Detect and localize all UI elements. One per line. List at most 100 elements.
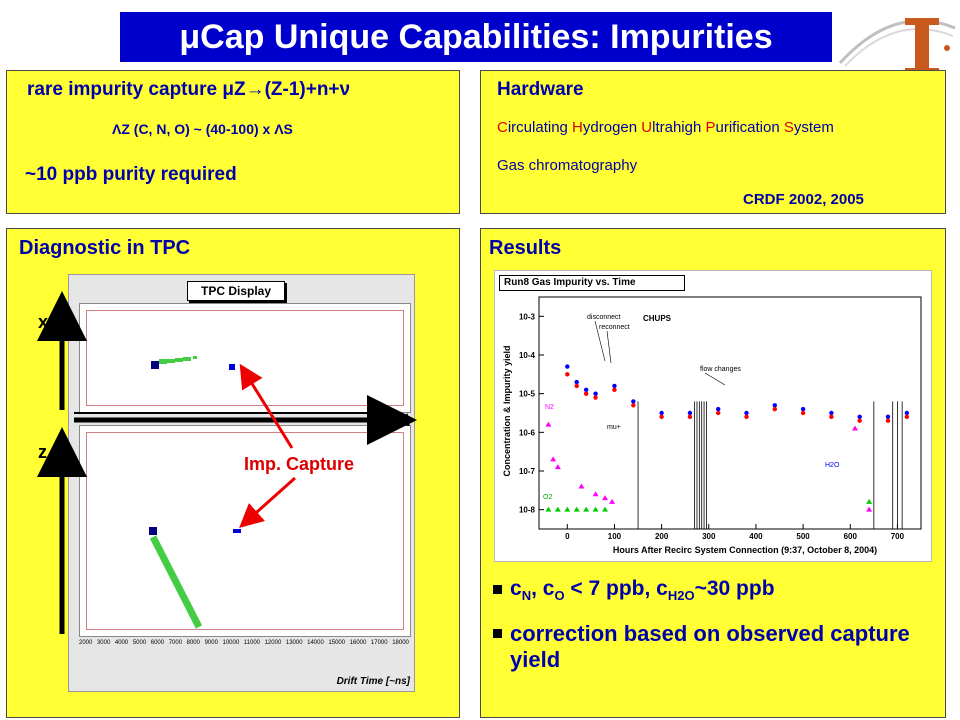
data-point bbox=[612, 387, 617, 392]
x-tick-label: 200 bbox=[655, 532, 669, 541]
annotation-disconnect: disconnect bbox=[587, 314, 621, 321]
annotation-o2: O2 bbox=[543, 494, 552, 501]
data-point bbox=[885, 418, 891, 423]
chups-rest-u: ltrahigh bbox=[652, 119, 706, 136]
data-point bbox=[829, 410, 834, 416]
data-point bbox=[631, 399, 636, 404]
x-tick-label: 600 bbox=[844, 532, 858, 541]
drift-tick: 5000 bbox=[132, 640, 147, 646]
purity-requirement: ~10 ppb purity required bbox=[25, 164, 237, 185]
data-point bbox=[565, 372, 570, 377]
y-tick-label: 10-4 bbox=[519, 351, 536, 360]
data-point-n2 bbox=[545, 421, 552, 427]
bullet-concentrations: cN, cO < 7 ppb, cH2O~30 ppb bbox=[493, 577, 775, 603]
drift-tick: 6000 bbox=[150, 640, 165, 646]
drift-tick: 13000 bbox=[285, 640, 303, 646]
data-point bbox=[574, 379, 579, 385]
h2o-value: ~30 ppb bbox=[694, 577, 775, 600]
x-tick-label: 500 bbox=[796, 532, 810, 541]
imp-capture-label: Imp. Capture bbox=[244, 454, 355, 474]
data-point bbox=[593, 391, 598, 396]
data-points bbox=[545, 364, 910, 512]
drift-tick: 15000 bbox=[328, 640, 346, 646]
c-label: , c bbox=[531, 577, 555, 600]
x-axis-label: x bbox=[38, 312, 49, 332]
x-tick-label: 100 bbox=[608, 532, 622, 541]
chups-rest-p: urification bbox=[715, 119, 784, 136]
data-point-o2 bbox=[545, 506, 552, 512]
chart-annotations: disconnect reconnect CHUPS flow changes … bbox=[543, 314, 840, 501]
lambda-ratio: ΛZ (C, N, O) ~ (40-100) x ΛS bbox=[112, 121, 293, 137]
sub-n: N bbox=[521, 588, 532, 604]
drift-axis-title: Drift Time [~ns] bbox=[336, 676, 410, 687]
drift-tick: 12000 bbox=[264, 640, 282, 646]
y-tick-label: 10-3 bbox=[519, 312, 536, 321]
x-axis-title: Hours After Recirc System Connection (9:… bbox=[612, 545, 878, 555]
data-point bbox=[857, 418, 862, 423]
data-point-n2 bbox=[609, 498, 616, 504]
data-point bbox=[716, 406, 721, 412]
y-tick-label: 10-5 bbox=[519, 390, 536, 399]
data-point-n2 bbox=[550, 456, 557, 462]
data-point bbox=[744, 414, 749, 420]
data-point-n2 bbox=[592, 491, 599, 497]
chart-title: Run8 Gas Impurity vs. Time bbox=[499, 275, 685, 291]
data-point bbox=[904, 414, 910, 420]
data-point bbox=[659, 414, 664, 420]
x-tick-label: 300 bbox=[702, 532, 716, 541]
data-point bbox=[829, 414, 834, 420]
drift-tick: 2000 bbox=[79, 640, 93, 646]
data-point-o2 bbox=[573, 506, 580, 512]
tpc-tracks bbox=[149, 356, 241, 629]
chups-rest-h: ydrogen bbox=[582, 119, 642, 136]
data-point bbox=[857, 414, 862, 420]
capture-arrow-upper bbox=[239, 363, 294, 449]
data-point-o2 bbox=[564, 506, 571, 512]
drift-tick: 7000 bbox=[168, 640, 183, 646]
capture-line: rare impurity capture μZ→(Z-1)+n+ν bbox=[27, 79, 350, 101]
data-point bbox=[612, 383, 617, 389]
data-point bbox=[800, 406, 806, 412]
slide-title-text: μCap Unique Capabilities: Impurities bbox=[179, 17, 773, 56]
data-point-n2 bbox=[866, 506, 873, 512]
annotation-h2o: H2O bbox=[825, 462, 840, 469]
hardware-panel: Hardware Circulating Hydrogen Ultrahigh … bbox=[480, 70, 946, 214]
tpc-display: TPC Display 2000 3000 4000 5000 6000 bbox=[68, 274, 415, 692]
drift-tick: 17000 bbox=[370, 640, 388, 646]
data-point-o2 bbox=[583, 506, 590, 512]
data-point bbox=[885, 414, 891, 420]
data-point-o2 bbox=[602, 506, 609, 512]
y-tick-label: 10-7 bbox=[519, 467, 536, 476]
bullet-correction: correction based on observed capture yie… bbox=[493, 621, 913, 673]
data-point bbox=[687, 414, 693, 420]
data-point-o2 bbox=[592, 506, 599, 512]
capture-prefix: rare impurity capture bbox=[27, 79, 223, 100]
crdf-years: CRDF 2002, 2005 bbox=[743, 191, 864, 208]
z-chamber bbox=[79, 425, 411, 637]
drift-tick: 9000 bbox=[204, 640, 218, 646]
drift-tick: 8000 bbox=[186, 640, 200, 646]
sub-o: O bbox=[554, 588, 565, 604]
data-point bbox=[583, 391, 589, 396]
drift-tick: 14000 bbox=[307, 640, 324, 646]
bullet-marker bbox=[493, 584, 502, 594]
drift-tick: 16000 bbox=[349, 640, 367, 646]
x-tick-label: 0 bbox=[565, 532, 570, 541]
capture-formula: μZ→(Z-1)+n+ν bbox=[222, 79, 351, 100]
impurity-capture-panel: rare impurity capture μZ→(Z-1)+n+ν ΛZ (C… bbox=[6, 70, 460, 214]
drift-tick: 10000 bbox=[222, 640, 240, 646]
annotation-chups: CHUPS bbox=[643, 314, 672, 323]
tpc-display-title-text: TPC Display bbox=[200, 284, 272, 298]
data-point bbox=[593, 395, 598, 400]
chups-cap-s: S bbox=[783, 119, 794, 136]
annotation-mu-plus: mu+ bbox=[607, 424, 621, 431]
drift-tick: 3000 bbox=[96, 640, 111, 646]
slide-title: μCap Unique Capabilities: Impurities bbox=[120, 12, 832, 62]
impurity-chart: Run8 Gas Impurity vs. Time Concentration… bbox=[494, 270, 932, 562]
data-point-n2 bbox=[602, 495, 609, 501]
chups-cap-h: H bbox=[572, 119, 583, 136]
data-point bbox=[904, 410, 910, 416]
data-point bbox=[565, 364, 570, 369]
chups-cap-u: U bbox=[641, 119, 653, 136]
diagnostic-heading: Diagnostic in TPC bbox=[19, 237, 191, 259]
